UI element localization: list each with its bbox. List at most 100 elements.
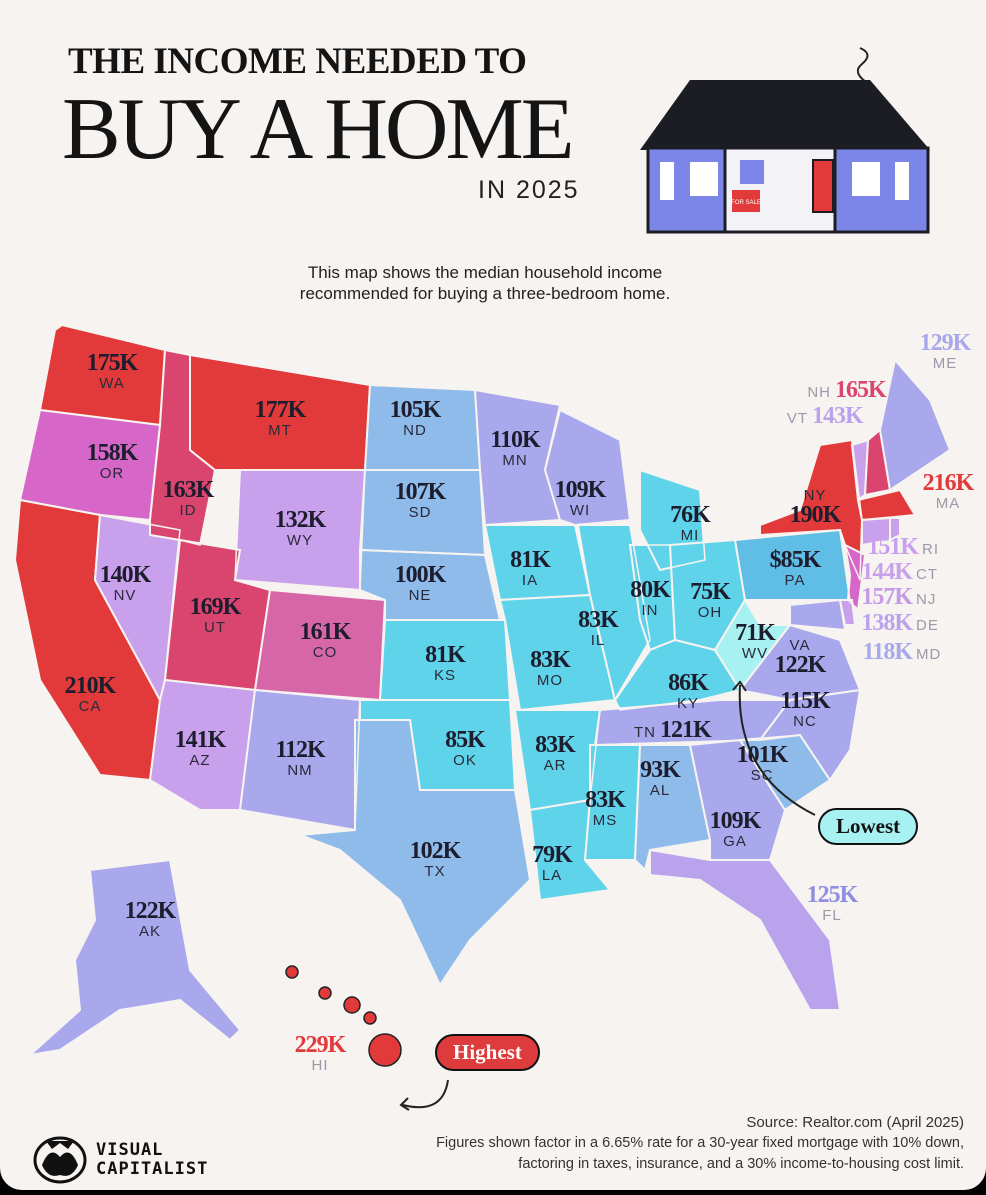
title-year: IN 2025 bbox=[478, 176, 580, 204]
footer-notes: Source: Realtor.com (April 2025) Figures… bbox=[436, 1112, 964, 1175]
state-border bbox=[857, 489, 917, 521]
state-abbr-wv: WV bbox=[742, 645, 768, 662]
for-sale-sign: FOR SALE bbox=[731, 200, 761, 206]
state-value-ok: 85K bbox=[445, 727, 486, 753]
brand-line-1: VISUAL bbox=[96, 1140, 164, 1160]
state-value-ks: 81K bbox=[425, 642, 466, 668]
state-abbr-wy: WY bbox=[287, 532, 313, 549]
state-abbr-la: LA bbox=[542, 867, 562, 884]
state-abbr-vt: VT bbox=[787, 410, 808, 427]
state-value-il: 83K bbox=[578, 607, 619, 633]
state-border bbox=[861, 517, 891, 546]
state-border bbox=[879, 358, 951, 492]
highest-arrow bbox=[402, 1079, 449, 1109]
state-value-fl: 125K bbox=[807, 882, 859, 908]
state-abbr-ks: KS bbox=[434, 667, 456, 684]
state-abbr-mi: MI bbox=[681, 527, 700, 544]
state-hi-island bbox=[343, 996, 361, 1014]
state-value-or: 158K bbox=[87, 440, 139, 466]
state-abbr-pa: PA bbox=[785, 572, 806, 589]
state-abbr-oh: OH bbox=[698, 604, 723, 621]
state-border bbox=[544, 408, 631, 526]
state-value-id: 163K bbox=[163, 477, 215, 503]
state-abbr-ia: IA bbox=[522, 572, 538, 589]
state-abbr-or: OR bbox=[100, 465, 125, 482]
state-abbr-me: ME bbox=[933, 355, 958, 372]
state-value-in: 80K bbox=[630, 577, 671, 603]
state-value-pa: $85K bbox=[770, 547, 822, 573]
state-border bbox=[529, 799, 612, 901]
state-hi-island bbox=[363, 1011, 377, 1025]
state-abbr-ga: GA bbox=[723, 833, 747, 850]
state-border bbox=[714, 598, 792, 692]
state-abbr-ne: NE bbox=[409, 587, 432, 604]
state-fl bbox=[649, 848, 842, 1011]
state-abbr-md: MD bbox=[916, 646, 941, 663]
state-abbr-ky: KY bbox=[677, 695, 699, 712]
state-abbr-mn: MN bbox=[502, 452, 527, 469]
title-line-2: BUY A HOME bbox=[62, 81, 574, 178]
highest-arrowhead bbox=[399, 1097, 410, 1111]
state-abbr-nh: NH bbox=[807, 384, 831, 401]
state-hi-island bbox=[285, 965, 299, 979]
state-value-tn: 121K bbox=[660, 717, 712, 743]
state-abbr-wa: WA bbox=[99, 375, 125, 392]
state-value-ca: 210K bbox=[65, 673, 117, 699]
state-abbr-tx: TX bbox=[424, 863, 445, 880]
state-value-ut: 169K bbox=[190, 594, 242, 620]
state-value-ne: 100K bbox=[395, 562, 447, 588]
lowest-arrow bbox=[738, 684, 816, 816]
state-value-oh: 75K bbox=[690, 579, 731, 605]
source-text: Source: Realtor.com (April 2025) bbox=[746, 1114, 964, 1131]
state-abbr-nm: NM bbox=[287, 762, 312, 779]
state-abbr-ma: MA bbox=[936, 495, 961, 512]
state-value-ar: 83K bbox=[535, 732, 576, 758]
state-value-nc: 115K bbox=[780, 688, 831, 714]
state-abbr-al: AL bbox=[650, 782, 670, 799]
state-border bbox=[577, 524, 651, 702]
logo-icon bbox=[33, 1136, 87, 1184]
state-abbr-mo: MO bbox=[537, 672, 563, 689]
house-illustration: FOR SALE bbox=[640, 47, 930, 234]
state-abbr-ny: NY bbox=[804, 487, 827, 504]
state-value-vt: 143K bbox=[812, 403, 864, 429]
state-abbr-tn: TN bbox=[634, 724, 656, 741]
state-abbr-sd: SD bbox=[409, 504, 432, 521]
state-value-mi: 76K bbox=[670, 502, 711, 528]
state-abbr-ct: CT bbox=[916, 566, 938, 583]
state-value-ia: 81K bbox=[510, 547, 551, 573]
state-value-sd: 107K bbox=[395, 479, 447, 505]
state-value-nj: 157K bbox=[861, 584, 913, 610]
state-hi-island bbox=[368, 1033, 402, 1067]
lowest-callout: Lowest bbox=[818, 808, 919, 845]
state-value-la: 79K bbox=[532, 842, 573, 868]
state-border bbox=[584, 744, 641, 861]
state-abbr-hi: HI bbox=[312, 1057, 329, 1074]
state-abbr-sc: SC bbox=[751, 767, 774, 784]
state-border bbox=[19, 409, 161, 521]
state-abbr-nd: ND bbox=[403, 422, 427, 439]
state-value-nv: 140K bbox=[100, 562, 152, 588]
state-abbr-de: DE bbox=[916, 617, 939, 634]
state-value-me: 129K bbox=[920, 330, 972, 356]
methodology-line-2: factoring in taxes, insurance, and a 30%… bbox=[518, 1156, 964, 1172]
state-abbr-mt: MT bbox=[268, 422, 292, 439]
state-border bbox=[649, 849, 841, 1011]
state-value-az: 141K bbox=[175, 727, 227, 753]
state-value-ga: 109K bbox=[710, 808, 762, 834]
state-value-ct: 144K bbox=[861, 559, 913, 585]
state-abbr-nv: NV bbox=[114, 587, 137, 604]
visual-capitalist-logo: VISUAL CAPITALIST bbox=[32, 1135, 208, 1185]
state-value-nh: 165K bbox=[835, 377, 887, 403]
state-value-ri: 151K bbox=[867, 534, 919, 560]
state-abbr-fl: FL bbox=[822, 907, 842, 924]
highest-callout: Highest bbox=[435, 1034, 540, 1071]
state-abbr-ri: RI bbox=[922, 541, 939, 558]
state-abbr-ms: MS bbox=[593, 812, 618, 829]
state-abbr-in: IN bbox=[642, 602, 659, 619]
state-abbr-ak: AK bbox=[139, 923, 161, 940]
state-value-sc: 101K bbox=[737, 742, 789, 768]
state-abbr-il: IL bbox=[591, 632, 606, 649]
state-border bbox=[789, 599, 846, 631]
